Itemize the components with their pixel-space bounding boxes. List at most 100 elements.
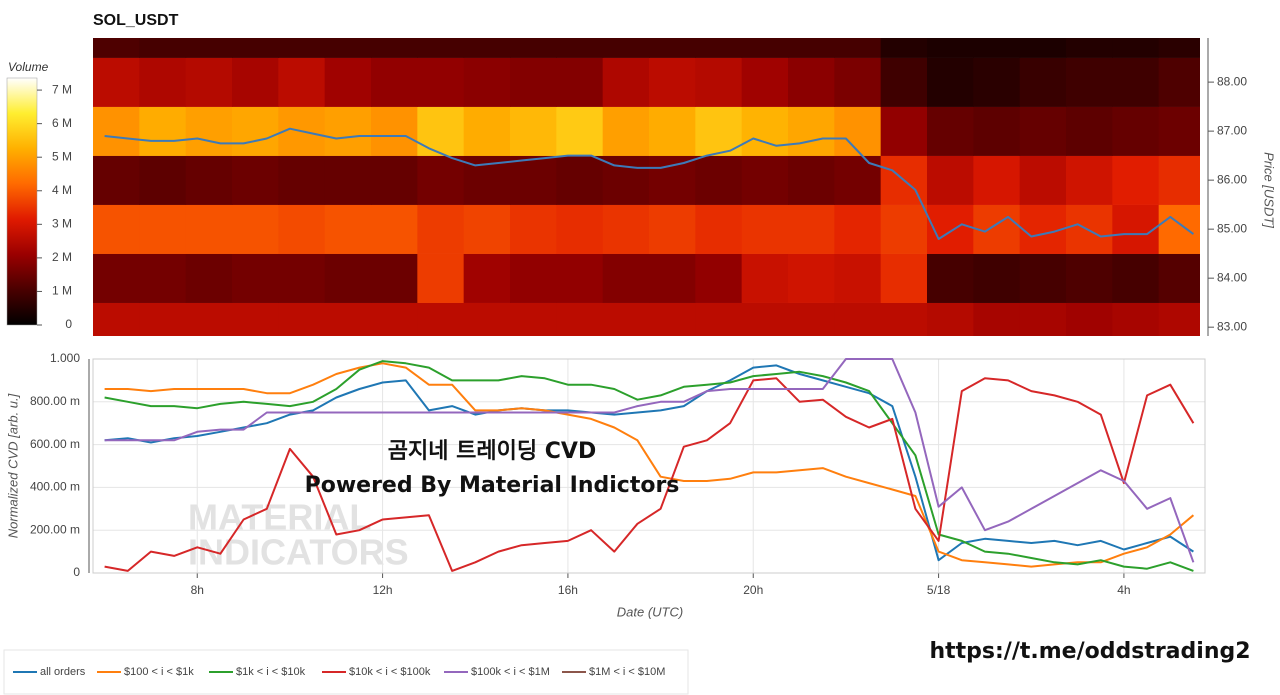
x-tick-label: 5/18	[927, 583, 951, 597]
heatmap-cell	[927, 57, 974, 107]
heatmap-cell	[139, 57, 187, 107]
colorbar-tick-label: 3 M	[52, 216, 72, 230]
heatmap-cell	[232, 38, 279, 58]
footer-link[interactable]: https://t.me/oddstrading2	[929, 639, 1250, 664]
x-tick-label: 16h	[558, 583, 578, 597]
heatmap-cell	[556, 106, 604, 156]
heatmap-cell	[510, 204, 557, 254]
y-tick-label: 85.00	[1217, 221, 1247, 235]
heatmap-cell	[371, 204, 418, 254]
heatmap-cell	[1158, 204, 1200, 254]
heatmap-cell	[741, 106, 789, 156]
y-tick-label: 88.00	[1217, 74, 1247, 88]
heatmap-cell	[185, 155, 233, 205]
heatmap-cell	[1066, 253, 1113, 303]
heatmap-cell	[973, 204, 1021, 254]
heatmap-cell	[93, 57, 140, 107]
line	[104, 358, 1195, 563]
y-tick-label: 86.00	[1217, 172, 1247, 186]
heatmap-cell	[232, 57, 279, 107]
heatmap-cell	[834, 302, 882, 336]
heatmap-cell	[93, 38, 140, 58]
line	[104, 377, 1195, 572]
heatmap-cell	[741, 155, 789, 205]
heatmap-cell	[834, 38, 882, 58]
heatmap-cell	[880, 57, 928, 107]
watermark: INDICATORS	[188, 532, 409, 573]
heatmap-cell	[741, 302, 789, 336]
heatmap-cell	[139, 302, 187, 336]
heatmap-cell	[649, 253, 696, 303]
heatmap-cell	[973, 302, 1021, 336]
x-tick-label: 8h	[191, 583, 204, 597]
heatmap-cell	[649, 204, 696, 254]
heatmap-cell	[880, 253, 928, 303]
heatmap-cell	[788, 155, 835, 205]
heatmap-cell	[185, 302, 233, 336]
heatmap-cell	[556, 155, 604, 205]
colorbar	[6, 77, 38, 326]
colorbar-tick-label: 1 M	[52, 284, 72, 298]
heatmap-cell	[973, 38, 1021, 58]
heatmap-cell	[463, 302, 511, 336]
heatmap-cell	[324, 38, 372, 58]
chart-title: SOL_USDT	[93, 12, 179, 29]
heatmap-cell	[834, 204, 882, 254]
heatmap-cell	[602, 302, 650, 336]
heatmap-cell	[1066, 38, 1113, 58]
heatmap-cell	[278, 57, 326, 107]
heatmap-cell	[1019, 57, 1067, 107]
heatmap-cell	[417, 106, 465, 156]
heatmap-cell	[1158, 253, 1200, 303]
heatmap-cell	[927, 106, 974, 156]
annotation: 곰지네 트레이딩 CVD	[388, 439, 596, 464]
cvd-axis-label: Normalized CVD [arb. u.]	[5, 393, 20, 538]
heatmap-cell	[463, 253, 511, 303]
line	[104, 364, 1194, 562]
heatmap-cell	[463, 204, 511, 254]
heatmap-cell	[695, 253, 743, 303]
heatmap-cell	[1112, 155, 1160, 205]
heatmap-cell	[788, 302, 835, 336]
heatmap-cell	[139, 253, 187, 303]
heatmap-cell	[510, 57, 557, 107]
heatmap-cell	[741, 253, 789, 303]
heatmap-cell	[834, 57, 882, 107]
heatmap-cell	[1112, 106, 1160, 156]
heatmap-cell	[788, 204, 835, 254]
heatmap-cell	[1066, 155, 1113, 205]
heatmap-cell	[232, 302, 279, 336]
heatmap-cell	[1066, 204, 1113, 254]
heatmap-cell	[185, 253, 233, 303]
colorbar-tick-label: 6 M	[52, 116, 72, 130]
heatmap-cell	[417, 57, 465, 107]
heatmap-cell	[973, 253, 1021, 303]
heatmap-cell	[695, 155, 743, 205]
heatmap-cell	[649, 38, 696, 58]
colorbar-tick-label: 4 M	[52, 183, 72, 197]
heatmap-cell	[463, 106, 511, 156]
heatmap-cell	[695, 38, 743, 58]
x-tick-label: 12h	[373, 583, 393, 597]
heatmap-cell	[1066, 106, 1113, 156]
heatmap-cell	[880, 204, 928, 254]
heatmap-cell	[93, 302, 140, 336]
colorbar-tick-label: 2 M	[52, 250, 72, 264]
heatmap-cell	[232, 253, 279, 303]
heatmap-cell	[834, 253, 882, 303]
heatmap-cell	[556, 57, 604, 107]
heatmap-cell	[927, 253, 974, 303]
heatmap-cell	[324, 106, 372, 156]
y-tick-label: 0	[73, 565, 80, 579]
heatmap-cell	[278, 155, 326, 205]
heatmap-cell	[324, 302, 372, 336]
heatmap-cell	[649, 302, 696, 336]
heatmap-cell	[1019, 302, 1067, 336]
heatmap-cell	[602, 38, 650, 58]
heatmap-cell	[93, 155, 140, 205]
y-tick-label: 84.00	[1217, 270, 1247, 284]
y-tick-label: 600.00 m	[30, 437, 80, 451]
heatmap	[93, 38, 1200, 336]
y-tick-label: 83.00	[1217, 319, 1247, 333]
legend-label: all orders	[40, 666, 86, 678]
